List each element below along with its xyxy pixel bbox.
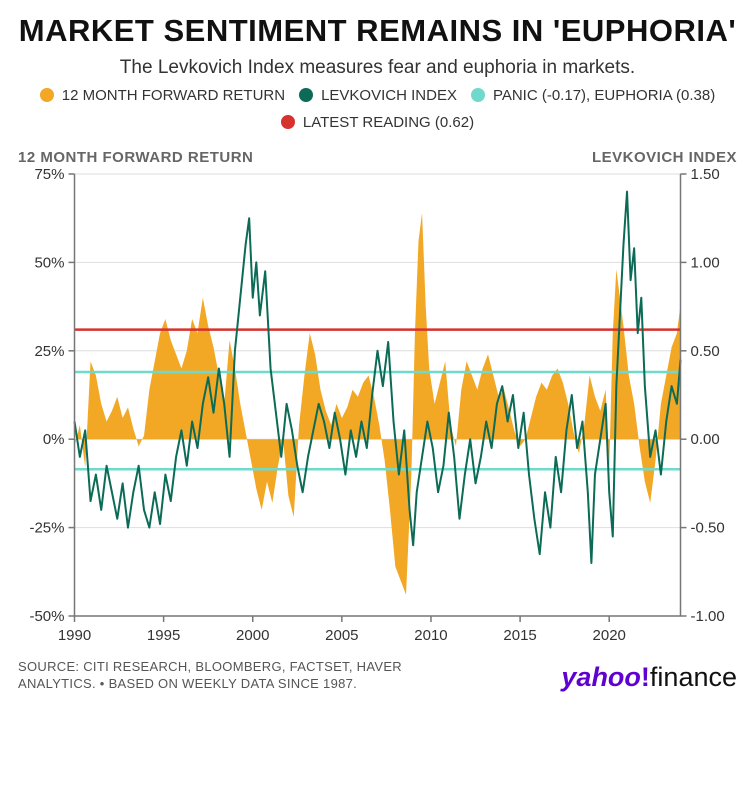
- ytick-left: -25%: [29, 519, 64, 536]
- chart-svg: -50% -25% 0% 25% 50% 75% -1.00 -0.50 0.00 0.50 1.0…: [18, 168, 737, 648]
- chart-card: MARKET SENTIMENT REMAINS IN 'EUPHORIA' T…: [0, 0, 755, 711]
- ytick-left: 50%: [34, 254, 64, 271]
- xtick: 2015: [503, 627, 536, 644]
- legend: 12 MONTH FORWARD RETURN LEVKOVICH INDEX PA…: [18, 87, 737, 131]
- ytick-left: 75%: [34, 168, 64, 183]
- xtick: 1995: [147, 627, 180, 644]
- ytick-right: 0.00: [691, 431, 720, 448]
- ytick-right: 0.50: [691, 343, 720, 360]
- ytick-right: 1.50: [691, 168, 720, 183]
- legend-label: PANIC (-0.17), EUPHORIA (0.38): [493, 87, 715, 104]
- legend-swatch: [299, 88, 313, 102]
- xtick: 2010: [414, 627, 447, 644]
- xtick: 2000: [236, 627, 269, 644]
- brand-finance: finance: [650, 662, 737, 692]
- legend-label: LATEST READING (0.62): [303, 114, 474, 131]
- left-axis-title: 12 MONTH FORWARD RETURN: [18, 149, 253, 166]
- brand-bang: !: [641, 662, 650, 692]
- legend-item: PANIC (-0.17), EUPHORIA (0.38): [471, 87, 715, 104]
- xtick: 2020: [593, 627, 626, 644]
- legend-item: LEVKOVICH INDEX: [299, 87, 457, 104]
- legend-swatch: [471, 88, 485, 102]
- chart-title: MARKET SENTIMENT REMAINS IN 'EUPHORIA': [18, 14, 737, 49]
- source-text: SOURCE: CITI RESEARCH, BLOOMBERG, FACTSE…: [18, 658, 464, 693]
- brand-logo: yahoo!finance: [561, 662, 737, 693]
- legend-swatch: [40, 88, 54, 102]
- legend-item: 12 MONTH FORWARD RETURN: [40, 87, 285, 104]
- legend-label: LEVKOVICH INDEX: [321, 87, 457, 104]
- xtick: 2005: [325, 627, 358, 644]
- right-axis-title: LEVKOVICH INDEX: [592, 149, 737, 166]
- ytick-right: 1.00: [691, 254, 720, 271]
- xtick: 1990: [58, 627, 91, 644]
- brand-yahoo: yahoo: [561, 662, 641, 692]
- chart-wrap: -50% -25% 0% 25% 50% 75% -1.00 -0.50 0.00 0.50 1.0…: [18, 168, 737, 648]
- ytick-left: -50%: [29, 608, 64, 625]
- chart-subtitle: The Levkovich Index measures fear and eu…: [18, 57, 737, 79]
- footer-row: SOURCE: CITI RESEARCH, BLOOMBERG, FACTSE…: [18, 658, 737, 693]
- legend-label: 12 MONTH FORWARD RETURN: [62, 87, 285, 104]
- axis-titles-row: 12 MONTH FORWARD RETURN LEVKOVICH INDEX: [18, 149, 737, 166]
- ytick-right: -0.50: [691, 519, 725, 536]
- ytick-left: 0%: [43, 431, 65, 448]
- ytick-right: -1.00: [691, 608, 725, 625]
- ytick-left: 25%: [34, 343, 64, 360]
- legend-swatch: [281, 115, 295, 129]
- legend-item: LATEST READING (0.62): [281, 114, 474, 131]
